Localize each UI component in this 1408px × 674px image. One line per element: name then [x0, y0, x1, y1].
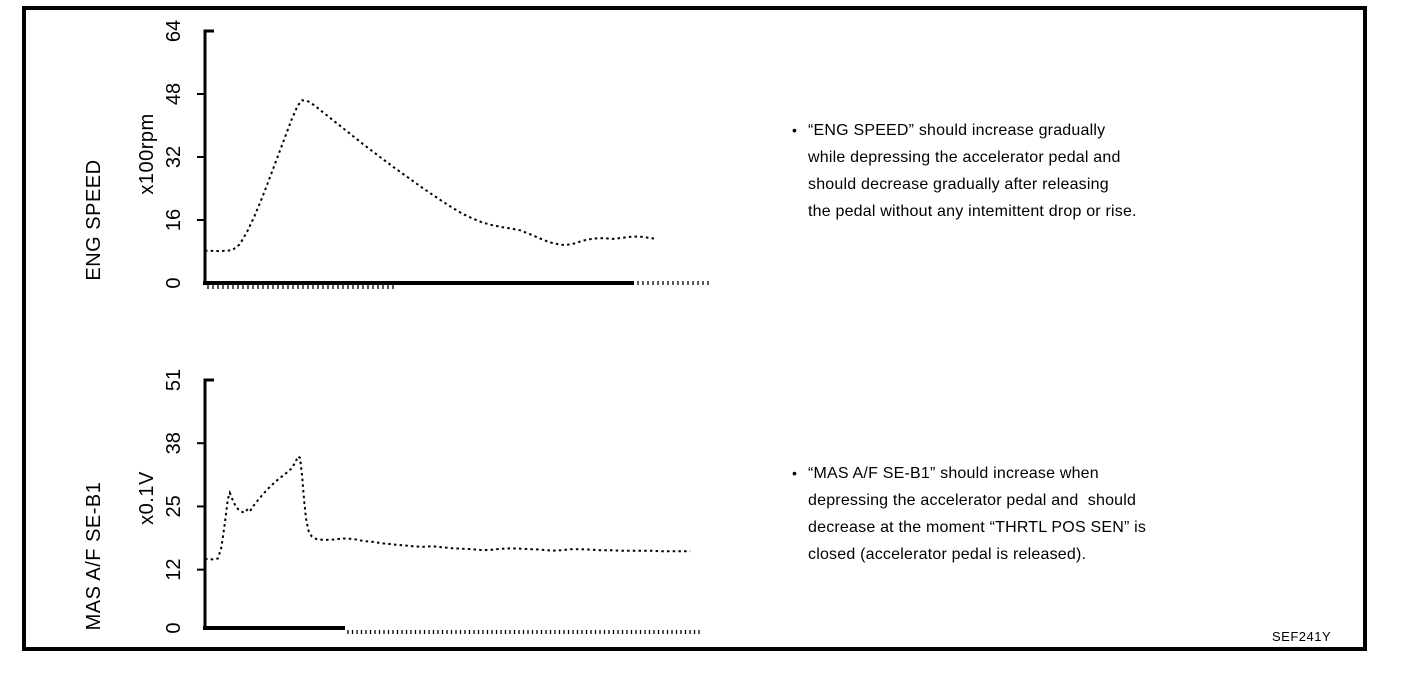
mas-a-f-se-b1-y-tick-label: 38	[163, 432, 185, 454]
note-mas-af-se-b1: • “MAS A/F SE-B1” should increase when d…	[792, 460, 1146, 568]
mas-a-f-se-b1-y-tick-label: 12	[163, 559, 185, 581]
eng-speed-ylabel: ENG SPEED	[83, 159, 105, 280]
mas-a-f-se-b1-trace	[204, 454, 691, 561]
mas-a-f-se-b1-y-tick-label: 0	[163, 622, 185, 633]
mas-a-f-se-b1-y-axis	[203, 378, 214, 628]
mas-a-f-se-b1-ylabel: MAS A/F SE-B1	[83, 482, 105, 631]
bullet-icon: •	[792, 465, 798, 481]
bullet-icon: •	[792, 122, 798, 138]
figure-code: SEF241Y	[1272, 629, 1332, 644]
eng-speed-y-tick-label: 48	[163, 83, 185, 105]
eng-speed-y-tick-label: 16	[163, 209, 185, 231]
eng-speed-unit-label: x100rpm	[136, 113, 158, 194]
eng-speed-y-tick-label: 32	[163, 146, 185, 168]
note-mas-af-se-b1-text: “MAS A/F SE-B1” should increase when dep…	[808, 465, 1147, 563]
note-eng-speed: • “ENG SPEED” should increase gradually …	[792, 117, 1137, 225]
eng-speed-y-axis	[203, 29, 214, 283]
note-eng-speed-text: “ENG SPEED” should increase gradually wh…	[808, 122, 1137, 220]
eng-speed-y-tick-label: 64	[163, 20, 185, 42]
figure-border	[22, 6, 1367, 651]
eng-speed-y-tick-label: 0	[163, 277, 185, 288]
eng-speed-trace	[204, 99, 658, 253]
mas-a-f-se-b1-y-tick-label: 25	[163, 495, 185, 517]
mas-a-f-se-b1-y-tick-label: 51	[163, 369, 185, 391]
mas-a-f-se-b1-unit-label: x0.1V	[136, 471, 158, 525]
